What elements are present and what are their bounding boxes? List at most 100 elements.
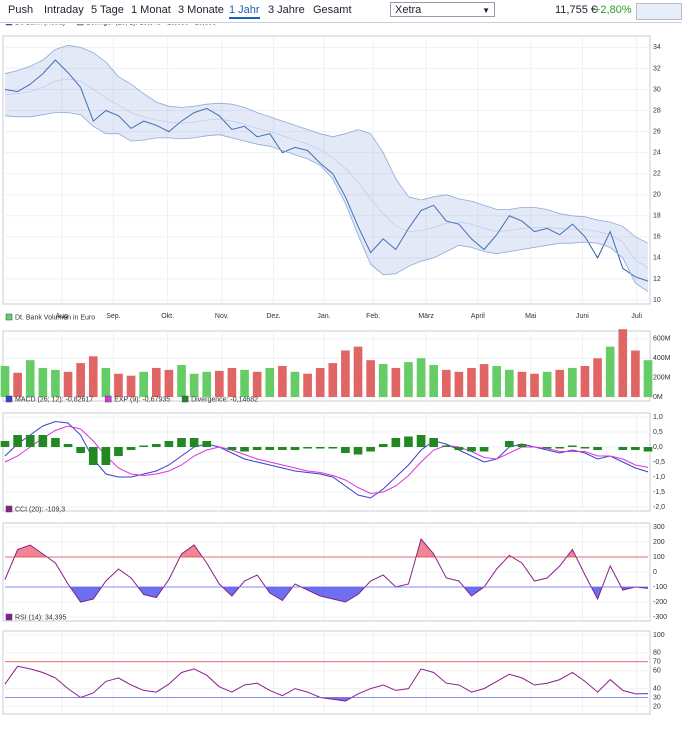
legend-label: Divergence: -0,14682 (191, 396, 258, 403)
panel-frame (2, 330, 651, 402)
bar (618, 447, 628, 450)
bar (328, 363, 338, 397)
bar (517, 371, 527, 397)
x-tick-label: Dez. (266, 313, 280, 320)
tab[interactable]: 3 Jahre (268, 4, 305, 16)
y-tick-label: 300 (653, 524, 665, 531)
bar (441, 445, 451, 447)
line (4, 665, 649, 702)
bar (63, 444, 73, 447)
bar (631, 447, 640, 450)
tab[interactable]: Gesamt (313, 4, 352, 16)
y-tick-label: 32 (653, 65, 661, 72)
price: 11,755 € (555, 4, 598, 16)
bar (504, 441, 514, 447)
tab[interactable]: Push (8, 4, 34, 16)
bar (25, 435, 35, 447)
y-tick-label: 100 (653, 632, 665, 639)
bar (177, 365, 186, 397)
bar (38, 435, 48, 447)
bar (366, 447, 375, 452)
legend-swatch (5, 395, 13, 403)
y-tick-label: 30 (653, 86, 661, 93)
y-tick-label: -2,0 (653, 504, 665, 511)
tab[interactable]: 3 Monate (178, 4, 224, 16)
legend-label: CCI (20): -109,3 (15, 506, 65, 513)
bar (580, 366, 590, 397)
bar (240, 369, 249, 397)
bar (580, 447, 590, 449)
bar (530, 373, 539, 397)
bar (252, 371, 262, 397)
bar (290, 447, 300, 450)
x-tick-label: Feb. (366, 313, 380, 320)
bar (0, 366, 10, 397)
bar (139, 445, 149, 447)
bar (51, 369, 60, 397)
bar (391, 438, 401, 447)
y-tick-label: 0 (653, 569, 657, 576)
bar (114, 447, 123, 456)
bar (13, 372, 22, 397)
y-tick-label: 16 (653, 234, 661, 241)
bar (315, 447, 325, 449)
bar (303, 447, 312, 449)
line (4, 420, 649, 499)
y-tick-label: 80 (653, 650, 661, 657)
legend-label: Bollinger (20; 2): 10,843 - 13,036 - 15,… (86, 24, 216, 26)
legend-swatch (76, 24, 84, 26)
bar (479, 364, 489, 397)
y-tick-label: 28 (653, 107, 661, 114)
y-tick-label: -300 (653, 614, 667, 621)
bar (88, 356, 98, 397)
change: +2,80% (594, 4, 632, 16)
exchange: Xetra (395, 4, 422, 16)
band-upper (4, 44, 649, 244)
tab[interactable]: 1 Monat (131, 4, 171, 16)
legend-label: MACD (26; 12): -0,82617 (15, 396, 93, 403)
y-tick-label: 20 (653, 703, 661, 710)
bar (227, 447, 237, 450)
bar (38, 367, 48, 397)
line (4, 59, 649, 282)
exchange-select[interactable]: Xetra ▼ (390, 2, 495, 17)
bar (189, 438, 199, 447)
bar (555, 447, 565, 449)
y-tick-label: 1,0 (653, 414, 663, 421)
legend-swatch (5, 613, 13, 621)
bar (467, 447, 476, 452)
tab[interactable]: Intraday (44, 4, 84, 16)
bar (278, 447, 287, 450)
panel-frame (2, 35, 651, 305)
legend-swatch (181, 395, 189, 403)
bar (265, 447, 275, 450)
bar (593, 358, 602, 397)
x-tick-label: Sep. (106, 313, 120, 320)
bar (303, 373, 312, 397)
y-tick-label: 18 (653, 213, 661, 220)
bar (378, 444, 388, 447)
y-tick-label: 10 (653, 297, 661, 304)
bar (101, 447, 111, 465)
x-tick-label: März (418, 313, 434, 320)
mini-chart (636, 3, 682, 20)
y-tick-label: 60 (653, 668, 661, 675)
bar (416, 435, 426, 447)
tab[interactable]: 5 Tage (91, 4, 124, 16)
y-tick-label: 24 (653, 149, 661, 156)
bar (88, 447, 98, 465)
legend-swatch (5, 313, 13, 321)
bar (404, 362, 413, 397)
bar (542, 371, 552, 397)
tab[interactable]: 1 Jahr (229, 4, 260, 19)
bar (341, 447, 350, 453)
x-tick-label: Okt. (161, 313, 174, 320)
toolbar: Push Intraday 5 Tage 1 Monat 3 Monate 1 … (0, 0, 682, 23)
bar (13, 435, 22, 447)
line (4, 537, 649, 603)
bar (504, 369, 514, 397)
bar (189, 373, 199, 397)
y-tick-label: 200 (653, 539, 665, 546)
x-tick-label: Juli (631, 313, 642, 320)
bar (51, 438, 60, 447)
